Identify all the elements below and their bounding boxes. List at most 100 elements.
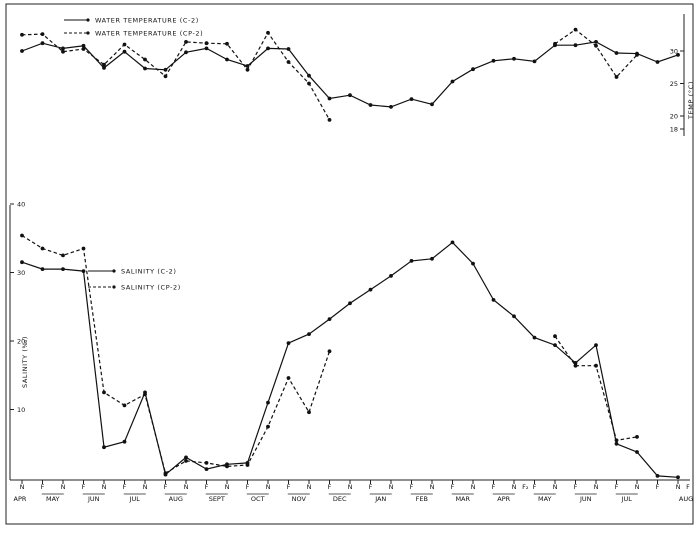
salinity-point-0-30 <box>635 450 639 454</box>
temp-point-1-5 <box>122 42 127 47</box>
temp-tick-label: 30 <box>670 47 678 55</box>
x-tick-label: N <box>389 483 394 491</box>
x-tick-label: F <box>656 483 660 491</box>
temp-point-1-15 <box>327 118 332 122</box>
x-tick-label: N <box>225 483 230 491</box>
x-tick-label: F <box>615 483 619 491</box>
salinity-point-1-3 <box>81 246 86 251</box>
salinity-point-2-2 <box>594 363 598 368</box>
x-month-label: JUL <box>621 495 633 503</box>
salinity-point-0-22 <box>471 261 475 266</box>
temp-point-1-8 <box>184 40 188 44</box>
temp-point-0-23 <box>491 58 496 63</box>
temp-point-0-32 <box>676 53 680 57</box>
salinity-point-0-32 <box>676 475 680 480</box>
salinity-series-line-2 <box>554 335 638 441</box>
salinity-point-0-1 <box>40 267 45 271</box>
temp-point-0-22 <box>471 67 475 72</box>
salinity-point-1-5 <box>122 403 127 408</box>
outer-frame <box>5 3 694 525</box>
x-tick-label-extra: F <box>686 483 690 491</box>
temp-point-0-1 <box>40 41 45 46</box>
salinity-point-2-3 <box>614 438 619 443</box>
salinity-tick-label: 40 <box>17 200 25 208</box>
salinity-point-1-4 <box>102 390 106 395</box>
salinity-point-1-15 <box>327 349 332 354</box>
salinity-point-0-17 <box>368 287 373 292</box>
x-month-label: MAY <box>46 495 60 503</box>
temp-point-2-0 <box>553 41 557 46</box>
temp-point-1-11 <box>245 67 250 72</box>
temp-point-0-24 <box>512 56 516 61</box>
temp-point-0-31 <box>655 60 660 64</box>
legend-salinity-c2: SALINITY (C-2) <box>121 268 177 276</box>
salinity-point-0-4 <box>102 445 106 450</box>
temp-point-0-8 <box>184 50 188 55</box>
temp-point-0-19 <box>409 97 414 101</box>
temp-point-0-29 <box>614 51 619 55</box>
salinity-point-0-19 <box>409 259 414 263</box>
salinity-point-0-0 <box>20 260 24 265</box>
temp-series-line-1 <box>21 31 331 121</box>
x-month-label: NOV <box>292 495 307 503</box>
x-tick-label: F <box>164 483 168 491</box>
salinity-point-0-9 <box>204 467 209 471</box>
temp-point-1-0 <box>20 32 24 37</box>
salinity-axis-label: SALINITY (‰) <box>21 336 29 388</box>
temp-point-1-6 <box>143 57 147 62</box>
x-tick-label: N <box>553 483 558 491</box>
x-month-label: OCT <box>251 495 265 503</box>
salinity-point-0-13 <box>286 341 291 345</box>
salinity-point-1-2 <box>61 253 65 258</box>
salinity-series-line-1 <box>21 234 331 475</box>
salinity-point-0-16 <box>348 301 352 306</box>
x-tick-label: F <box>410 483 414 491</box>
salinity-point-0-8 <box>184 455 188 460</box>
salinity-tick-label: 30 <box>17 269 25 277</box>
temp-point-0-9 <box>204 46 209 51</box>
x-tick-label: N <box>594 483 599 491</box>
temp-point-0-11 <box>245 64 250 68</box>
x-tick-label: F <box>205 483 209 491</box>
temp-axis-label: TEMP (°C) <box>687 81 695 120</box>
salinity-point-0-29 <box>614 441 619 446</box>
temp-point-2-1 <box>573 27 578 32</box>
temp-point-0-2 <box>61 46 65 51</box>
x-tick-label: F <box>492 483 496 491</box>
x-tick-label: N <box>184 483 189 491</box>
salinity-point-2-1 <box>573 363 578 368</box>
x-tick-label: F <box>41 483 45 491</box>
temp-point-0-6 <box>143 66 147 71</box>
x-month-label: AUG <box>169 495 183 503</box>
salinity-tick-label: 20 <box>17 337 25 345</box>
x-tick-label: N <box>471 483 476 491</box>
temp-point-0-20 <box>430 102 434 107</box>
legend-salinity-cp2: SALINITY (CP-2) <box>121 284 181 292</box>
x-month-label: JUN <box>579 495 592 503</box>
x-tick-label: F <box>369 483 373 491</box>
x-tick-label: N <box>512 483 517 491</box>
temp-tick-label: 25 <box>670 80 678 88</box>
temp-point-1-12 <box>266 30 270 35</box>
temp-point-2-3 <box>614 75 619 79</box>
x-tick-label: N <box>20 483 25 491</box>
temp-point-0-17 <box>368 103 373 107</box>
salinity-point-1-13 <box>286 376 291 380</box>
salinity-point-0-5 <box>122 439 127 444</box>
salinity-point-1-14 <box>307 410 311 415</box>
salinity-point-0-27 <box>573 361 578 365</box>
x-tick-label: N <box>102 483 107 491</box>
salinity-point-1-1 <box>40 246 45 251</box>
temp-tick-label: 18 <box>670 125 678 133</box>
x-month-label: JUL <box>129 495 141 503</box>
salinity-point-0-18 <box>389 274 393 278</box>
temp-point-0-27 <box>573 43 578 48</box>
temp-point-0-3 <box>81 43 86 48</box>
x-tick-label-extra: F₂ <box>522 483 529 491</box>
salinity-point-2-0 <box>553 334 557 339</box>
salinity-point-1-9 <box>204 461 209 465</box>
salinity-point-0-12 <box>266 400 270 405</box>
legend-water-temp-cp2: WATER TEMPERATURE (CP-2) <box>95 30 203 38</box>
salinity-point-0-21 <box>450 240 455 245</box>
